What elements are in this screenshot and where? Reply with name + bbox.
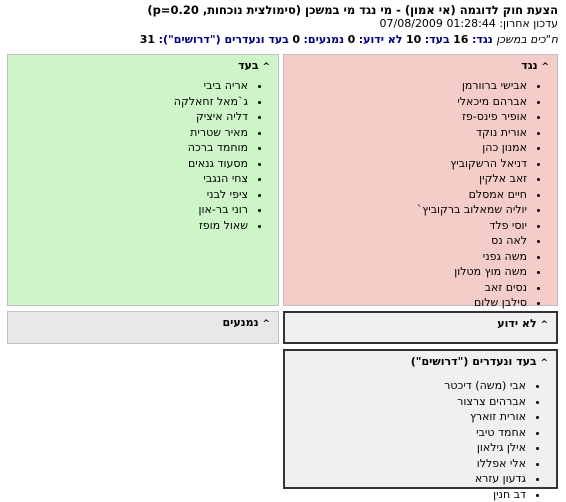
member-list-item: ציפי לבני — [8, 187, 248, 203]
member-list-item: אבישי ברוורמן — [284, 78, 527, 94]
caret-up-icon[interactable]: ^ — [541, 62, 549, 72]
caret-up-icon[interactable]: ^ — [262, 319, 270, 329]
summary-against-label[interactable]: נגד: — [472, 33, 493, 46]
abstain-panel-header[interactable]: ^ נמנעים — [8, 312, 278, 329]
for-list: אריה ביביג`מאל זחאלקהדליה איציקמאיר שטרי… — [8, 78, 278, 233]
for-absent-panel: ^ בעד ונעדרים ("דרושים") אבי (משה) דיכטר… — [283, 349, 558, 489]
abstain-panel-title: נמנעים — [222, 316, 258, 329]
member-list-item: סילבן שלום — [284, 295, 527, 311]
member-list-item: נסים זאב — [284, 280, 527, 296]
summary-for-absent-label[interactable]: בעד ונעדרים ("דרושים"): — [159, 33, 289, 46]
against-panel-header[interactable]: ^ נגד — [284, 55, 557, 72]
caret-up-icon[interactable]: ^ — [540, 320, 548, 330]
member-list-item: לאה נס — [284, 233, 527, 249]
unknown-panel: ^ לא ידוע — [283, 311, 558, 344]
member-list-item: אחמד טיבי — [285, 425, 526, 441]
member-list-item: אורית זוארץ — [285, 409, 526, 425]
member-list-item: חיים אמסלם — [284, 187, 527, 203]
summary-unknown-count: 0 — [348, 33, 356, 46]
for-absent-panel-title: בעד ונעדרים ("דרושים") — [411, 355, 537, 368]
against-list: אבישי ברוורמןאברהם מיכאליאופיר פינס-פזאו… — [284, 78, 557, 326]
member-list-item: אילן גילאון — [285, 440, 526, 456]
member-list-item: אבי (משה) דיכטר — [285, 378, 526, 394]
summary-for-absent-count: 31 — [140, 33, 155, 46]
summary-for-label[interactable]: בעד: — [425, 33, 450, 46]
summary-line: ח"כים במשכן נגד: 16 בעד: 10 לא ידוע: 0 נ… — [8, 33, 558, 46]
member-list-item: מאיר שטרית — [8, 125, 248, 141]
member-list-item: ג`מאל זחאלקה — [8, 94, 248, 110]
member-list-item: אופיר פינס-פז — [284, 109, 527, 125]
for-panel: ^ בעד אריה ביביג`מאל זחאלקהדליה איציקמאי… — [7, 54, 279, 306]
member-list-item: אלי אפללו — [285, 456, 526, 472]
for-absent-list: אבי (משה) דיכטראברהים צרצוראורית זוארץאח… — [285, 378, 556, 502]
member-list-item: דליה איציק — [8, 109, 248, 125]
member-list-item: מוחמד ברכה — [8, 140, 248, 156]
summary-abstain-label[interactable]: נמנעים: — [304, 33, 345, 46]
member-list-item: יוליה שמאלוב ברקוביץ` — [284, 202, 527, 218]
member-list-item: מסעוד גנאים — [8, 156, 248, 172]
unknown-panel-header[interactable]: ^ לא ידוע — [285, 313, 556, 330]
member-list-item: משה גפני — [284, 249, 527, 265]
member-list-item: אורית נוקד — [284, 125, 527, 141]
for-panel-header[interactable]: ^ בעד — [8, 55, 278, 72]
member-list-item: יוסי פלד — [284, 218, 527, 234]
unknown-panel-title: לא ידוע — [497, 317, 536, 330]
member-list-item: דניאל הרשקוביץ — [284, 156, 527, 172]
member-list-item: צחי הנגבי — [8, 171, 248, 187]
for-absent-panel-header[interactable]: ^ בעד ונעדרים ("דרושים") — [285, 351, 556, 368]
member-list-item: אמנון כהן — [284, 140, 527, 156]
summary-against-count: 16 — [453, 33, 468, 46]
against-panel-title: נגד — [521, 59, 537, 72]
summary-for-count: 10 — [406, 33, 421, 46]
member-list-item: דב חנין — [285, 487, 526, 502]
member-list-item: משה מוץ מטלון — [284, 264, 527, 280]
abstain-panel: ^ נמנעים — [7, 311, 279, 344]
member-list-item: שאול מופז — [8, 218, 248, 234]
summary-abstain-count: 0 — [292, 33, 300, 46]
member-list-item: אברהם מיכאלי — [284, 94, 527, 110]
page-title: הצעת חוק לדוגמה (אי אמון) - מי נגד מי במ… — [8, 3, 558, 17]
summary-unknown-label[interactable]: לא ידוע: — [359, 33, 403, 46]
summary-label: ח"כים במשכן — [496, 33, 558, 46]
member-list-item: אריה ביבי — [8, 78, 248, 94]
member-list-item: אברהים צרצור — [285, 394, 526, 410]
member-list-item: רוני בר-און — [8, 202, 248, 218]
last-updated: עדכון אחרון: 01:28:44 07/08/2009 — [8, 17, 558, 30]
caret-up-icon[interactable]: ^ — [540, 358, 548, 368]
caret-up-icon[interactable]: ^ — [262, 62, 270, 72]
against-panel: ^ נגד אבישי ברוורמןאברהם מיכאליאופיר פינ… — [283, 54, 558, 306]
for-panel-title: בעד — [238, 59, 259, 72]
member-list-item: זאב אלקין — [284, 171, 527, 187]
